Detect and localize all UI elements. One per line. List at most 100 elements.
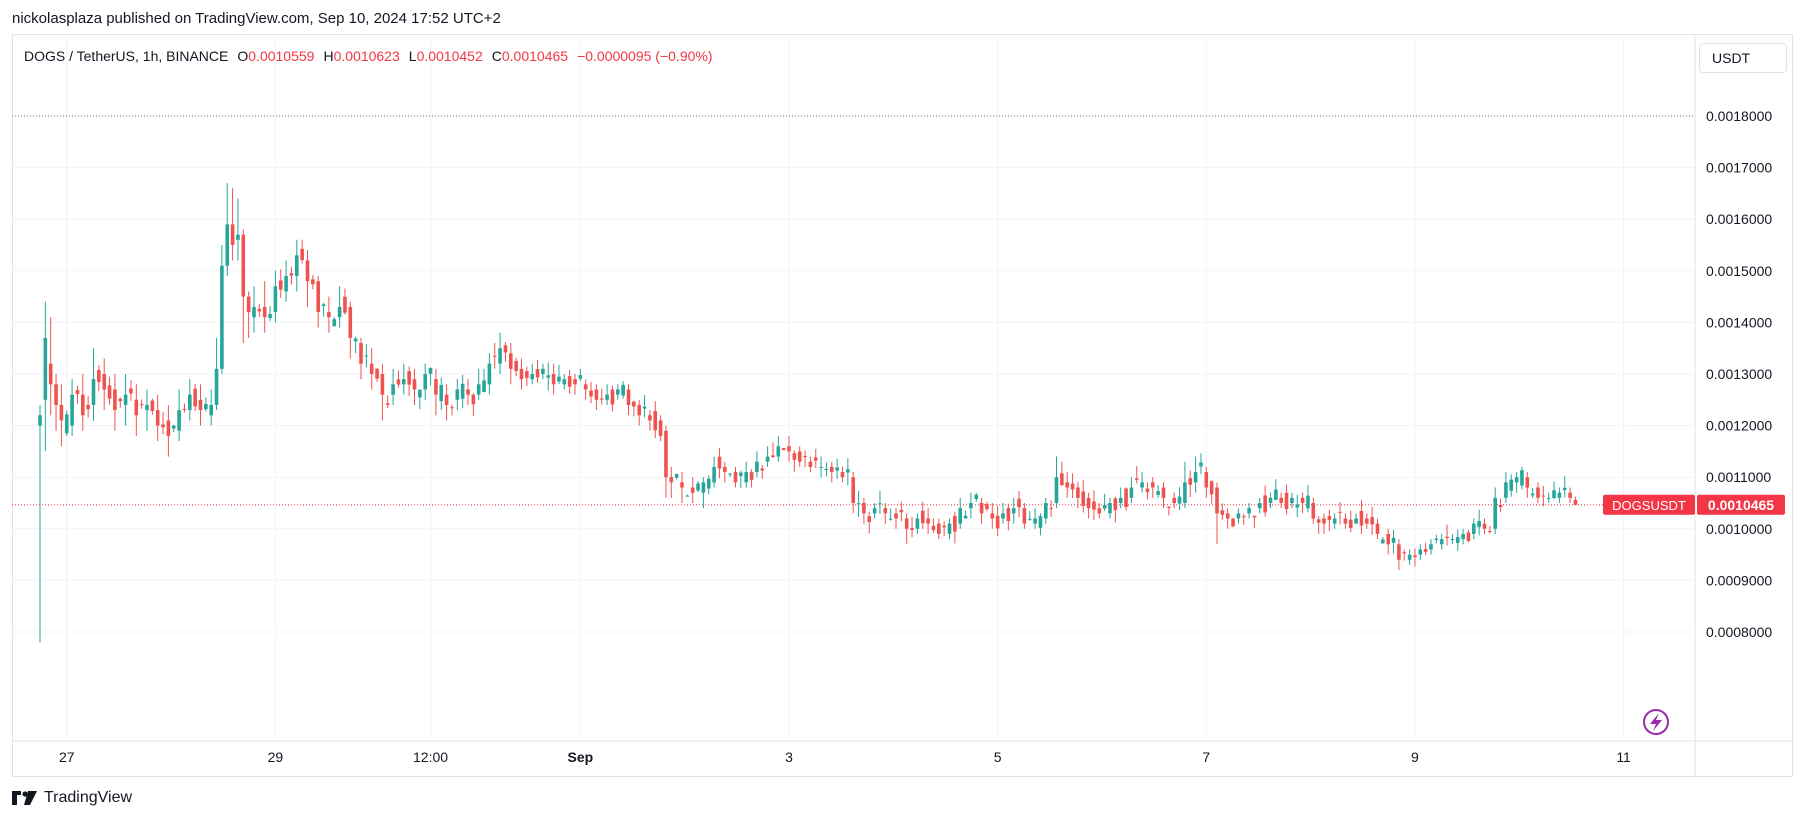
candle-body — [1188, 478, 1193, 485]
candle-body — [755, 461, 759, 473]
candle-body — [953, 515, 957, 532]
candle-body — [476, 384, 481, 395]
candle-body — [514, 360, 518, 371]
candle-body — [1070, 483, 1075, 490]
candle-body — [1525, 477, 1530, 488]
candle-body — [846, 469, 850, 473]
candle-body — [904, 518, 909, 529]
candle-body — [1081, 491, 1086, 506]
x-tick-label: 12:00 — [413, 749, 448, 765]
candle-body — [1386, 533, 1390, 545]
axes: 0.0018000 0.0017000 0.0016000 0.0015000 0.00… — [12, 35, 1792, 776]
candle-body — [1375, 523, 1380, 534]
candle-body — [482, 380, 486, 392]
high-label: H — [323, 48, 334, 64]
y-tick-label: 0.0018000 — [1706, 108, 1772, 124]
candle-body — [1022, 508, 1027, 524]
y-tick-label: 0.0011000 — [1706, 469, 1771, 485]
candle-body — [621, 384, 625, 396]
candle-body — [1263, 495, 1267, 513]
candle-body — [38, 415, 42, 426]
candle-body — [1279, 497, 1283, 503]
candle-body — [182, 408, 187, 410]
open-label: O — [237, 48, 249, 64]
candle-body — [1118, 497, 1123, 503]
candle-body — [1354, 518, 1358, 524]
lightning-icon-bolt — [1650, 713, 1662, 731]
candle-body — [385, 403, 390, 405]
candle-body — [64, 414, 69, 434]
candle-body — [161, 424, 165, 428]
candle-body — [519, 368, 524, 380]
candle-body — [830, 466, 834, 473]
candle-body — [931, 525, 936, 531]
currency-button[interactable]: USDT — [1699, 43, 1787, 73]
y-tick-label: 0.0015000 — [1706, 263, 1772, 279]
candle-body — [1370, 517, 1374, 525]
candle-body — [605, 394, 609, 400]
candle-body — [444, 394, 449, 405]
candle-body — [803, 455, 807, 457]
change-value: −0.0000095 (−0.90%) — [577, 48, 713, 64]
candle-body — [204, 403, 208, 410]
candle-body — [888, 518, 893, 520]
candle-body — [1044, 503, 1048, 519]
candle-body — [284, 275, 288, 292]
candle-body — [1514, 477, 1519, 483]
candle-body — [396, 379, 401, 385]
candle-body — [744, 472, 748, 483]
candle-body — [97, 370, 101, 382]
candle-body — [1332, 518, 1337, 524]
candle-body — [487, 363, 492, 385]
candle-body — [129, 388, 133, 394]
candle-body — [1327, 516, 1332, 520]
candle-body — [525, 371, 529, 378]
candle-body — [1006, 508, 1011, 521]
low-value: 0.0010452 — [416, 48, 483, 64]
candle-body — [1225, 513, 1230, 519]
candle-body — [1097, 508, 1102, 514]
candle-body — [1215, 487, 1219, 514]
candle-body — [1434, 538, 1439, 541]
candle-body — [1552, 490, 1556, 498]
candle-body — [230, 224, 235, 245]
candle-body — [359, 343, 363, 364]
candle-body — [626, 389, 631, 405]
tradingview-logo-icon — [12, 791, 37, 805]
candle-body — [674, 474, 679, 478]
candle-body — [1060, 473, 1064, 486]
candle-body — [867, 516, 872, 523]
symbol-label[interactable]: DOGS / TetherUS, 1h, BINANCE — [24, 48, 229, 64]
candle-body — [70, 394, 74, 426]
y-tick-label: 0.0016000 — [1706, 211, 1772, 227]
candle-body — [1017, 498, 1021, 508]
candle-body — [268, 314, 272, 319]
candle-body — [1193, 472, 1198, 483]
candle-body — [685, 495, 690, 497]
candle-body — [706, 478, 711, 489]
candle-body — [990, 513, 995, 519]
candle-body — [102, 374, 106, 390]
candle-body — [1520, 470, 1524, 486]
candle-body — [1493, 497, 1497, 529]
candle-body — [535, 369, 540, 378]
candle-body — [1247, 508, 1251, 514]
candle-body — [316, 281, 320, 313]
candle-body — [1113, 498, 1118, 511]
candle-body — [91, 379, 96, 405]
candle-body — [872, 508, 877, 514]
lightning-icon[interactable] — [1643, 709, 1669, 735]
grid-lines — [12, 40, 1695, 739]
candle-body — [369, 363, 374, 374]
candle-body — [1365, 518, 1369, 524]
candle-body — [54, 384, 58, 405]
candle-body — [262, 306, 267, 318]
candle-body — [642, 406, 647, 409]
footer-brand[interactable]: TradingView — [12, 789, 132, 807]
y-tick-label: 0.0013000 — [1706, 366, 1772, 382]
last-price-symbol: DOGSUSDT — [1612, 498, 1686, 513]
candle-body — [1241, 516, 1246, 518]
candle-body — [664, 430, 668, 478]
candle-body — [428, 367, 433, 374]
